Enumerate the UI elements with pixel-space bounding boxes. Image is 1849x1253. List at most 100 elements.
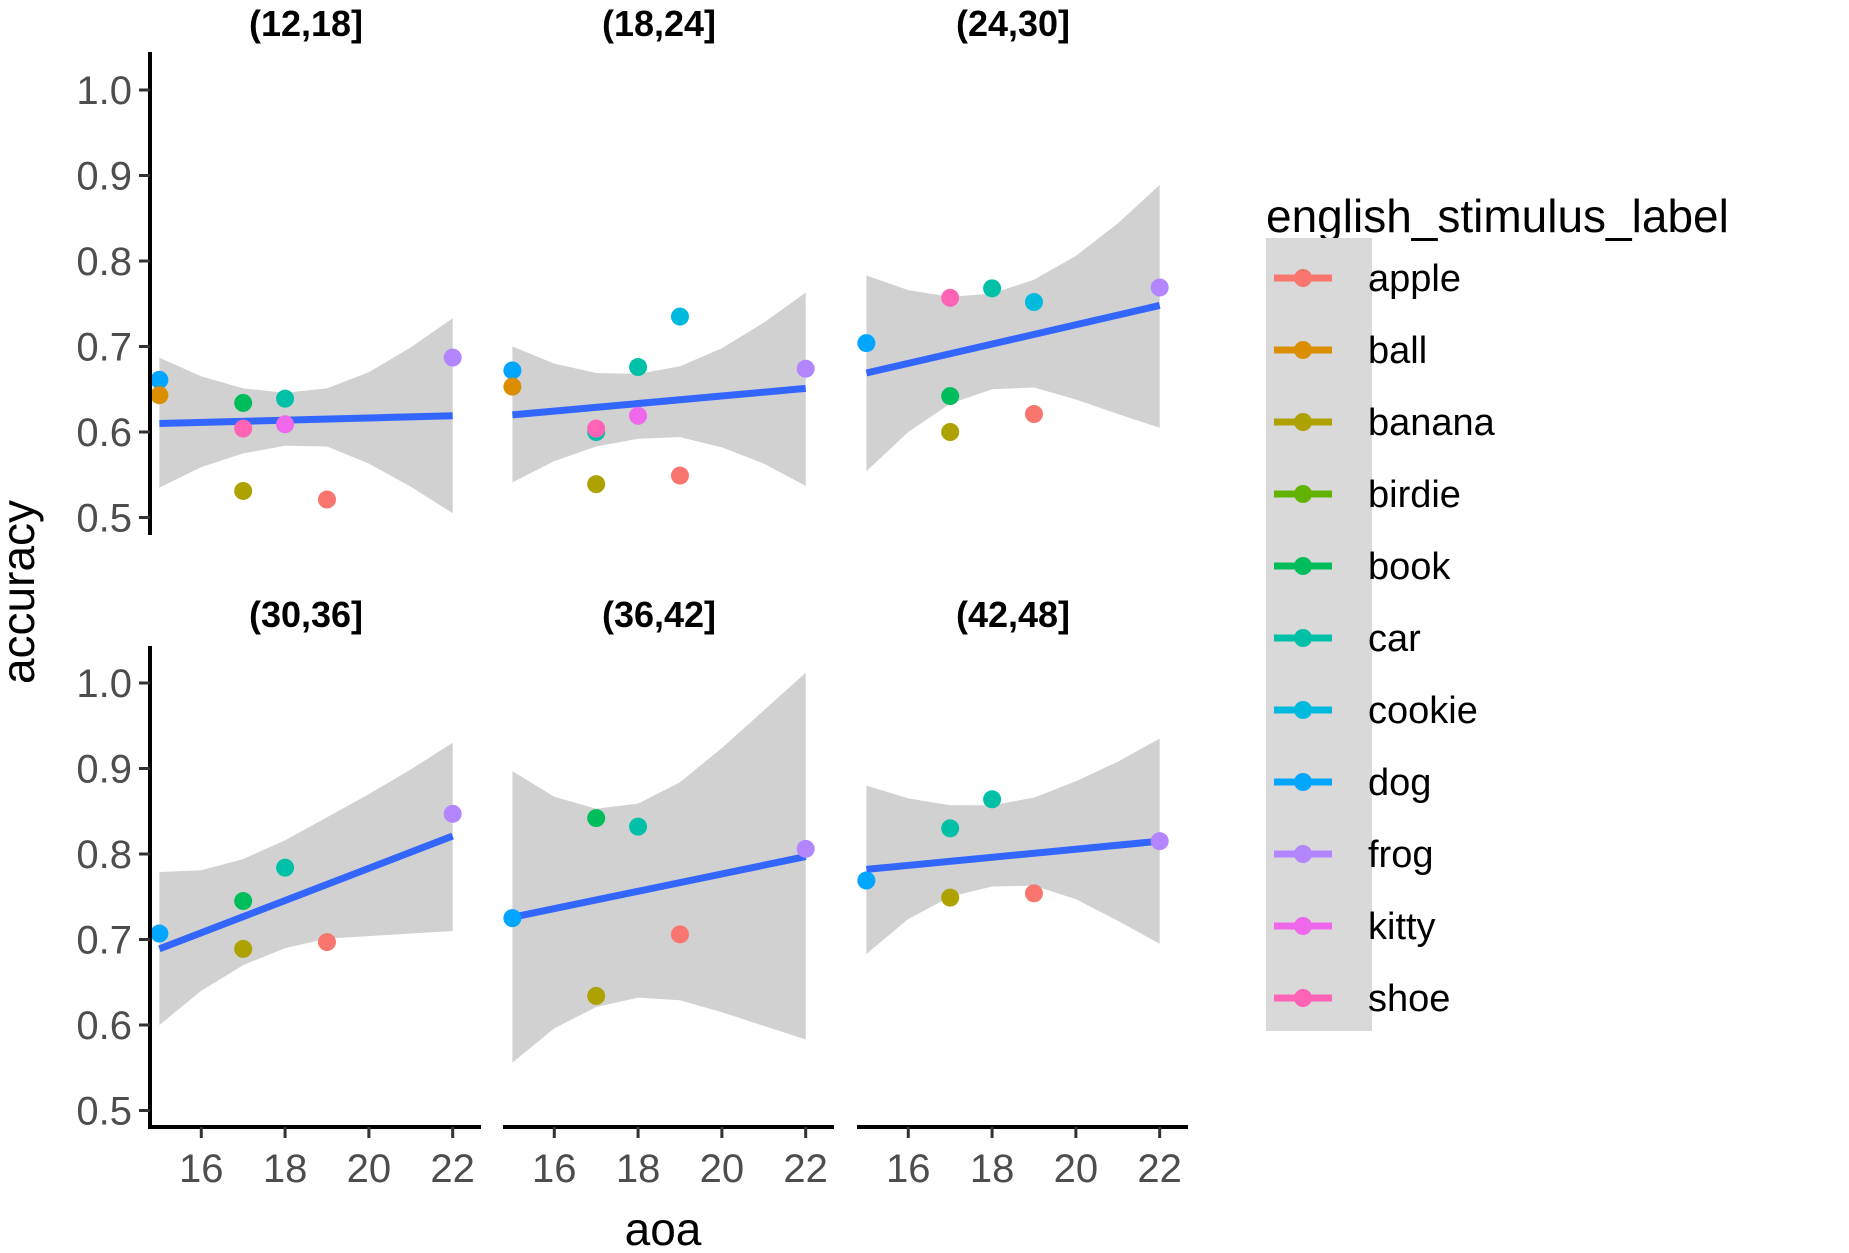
- data-point-banana: [941, 423, 960, 441]
- legend-key-point: [1294, 485, 1312, 503]
- legend-key-point: [1294, 341, 1312, 359]
- legend: english_stimulus_label apple ball banana bi…: [1266, 190, 1729, 1031]
- y-tick-label: 0.7: [76, 326, 132, 370]
- x-tick-label: 16: [532, 1147, 577, 1191]
- data-point-dog: [857, 871, 876, 890]
- facet-panel-6: (42,48]: [857, 594, 1169, 954]
- data-point-banana: [941, 888, 960, 907]
- facet-title: (12,18]: [249, 3, 363, 44]
- data-point-car: [941, 819, 960, 838]
- data-point-banana: [234, 481, 253, 500]
- confidence-ribbon: [159, 742, 453, 1025]
- legend-item-cookie: cookie: [1274, 690, 1478, 732]
- legend-label: kitty: [1368, 906, 1436, 948]
- facet-title: (24,30]: [956, 3, 1070, 44]
- data-point-book: [941, 387, 960, 406]
- data-point-car: [276, 389, 295, 408]
- legend-item-kitty: kitty: [1274, 906, 1436, 948]
- facet-panel-5: (36,42]: [503, 594, 815, 1063]
- legend-item-frog: frog: [1274, 834, 1433, 876]
- data-point-frog: [1150, 832, 1169, 851]
- data-point-apple: [670, 925, 689, 944]
- confidence-ribbon: [159, 318, 453, 514]
- data-point-car: [276, 858, 295, 877]
- data-point-book: [587, 809, 606, 828]
- data-point-cookie: [1024, 293, 1043, 312]
- legend-title: english_stimulus_label: [1266, 190, 1729, 242]
- data-point-banana: [234, 939, 253, 958]
- data-point-apple: [1024, 884, 1043, 903]
- data-point-frog: [443, 348, 462, 367]
- facet-panel-4: (30,36]: [150, 594, 462, 1025]
- data-point-car: [629, 358, 648, 377]
- facet-title: (18,24]: [602, 3, 716, 44]
- confidence-ribbon: [512, 292, 806, 486]
- x-axis-title: aoa: [625, 1203, 702, 1253]
- legend-label: shoe: [1368, 978, 1450, 1020]
- x-tick-label: 22: [430, 1147, 475, 1191]
- legend-label: ball: [1368, 330, 1427, 372]
- legend-label: banana: [1368, 402, 1496, 444]
- y-tick-label: 0.6: [76, 1004, 132, 1048]
- data-point-frog: [796, 839, 815, 858]
- legend-item-apple: apple: [1274, 258, 1461, 300]
- x-tick-label: 18: [970, 1147, 1015, 1191]
- legend-item-dog: dog: [1274, 762, 1431, 804]
- data-point-banana: [587, 475, 606, 494]
- data-point-dog: [503, 909, 522, 928]
- legend-key-point: [1294, 845, 1312, 863]
- data-point-ball: [150, 386, 169, 405]
- confidence-ribbon: [866, 738, 1160, 954]
- data-point-shoe: [234, 419, 253, 438]
- legend-key-point: [1294, 629, 1312, 647]
- facet-panels: (12,18] (18,24] (24,30] (30,36] (36,42] (42,4…: [150, 3, 1169, 1063]
- legend-item-ball: ball: [1274, 330, 1427, 372]
- x-tick-label: 18: [263, 1147, 308, 1191]
- data-point-banana: [587, 986, 606, 1005]
- legend-label: apple: [1368, 258, 1461, 300]
- legend-label: car: [1368, 618, 1421, 660]
- data-point-frog: [796, 359, 815, 378]
- axes: 0.5 0.6 0.7 0.8 0.9 1.0 16 18 20 22 0.5 0.6 0.7 0.8 0.…: [76, 52, 1188, 1191]
- data-point-frog: [443, 804, 462, 823]
- data-point-apple: [670, 466, 689, 485]
- regression-line: [866, 837, 1161, 873]
- legend-items: apple ball banana birdie book car cookie dog fro…: [1274, 258, 1496, 1020]
- legend-label: cookie: [1368, 690, 1478, 732]
- y-tick-label: 0.5: [76, 1090, 132, 1134]
- legend-item-car: car: [1274, 618, 1421, 660]
- data-point-dog: [150, 924, 169, 943]
- legend-label: book: [1368, 546, 1451, 588]
- x-tick-label: 16: [179, 1147, 224, 1191]
- data-point-apple: [1024, 405, 1043, 424]
- y-axis-title: accuracy: [0, 500, 44, 684]
- x-tick-label: 18: [616, 1147, 661, 1191]
- x-tick-label: 20: [347, 1147, 392, 1191]
- y-tick-label: 0.8: [76, 240, 132, 284]
- data-point-kitty: [629, 406, 648, 425]
- legend-item-birdie: birdie: [1274, 474, 1461, 516]
- legend-label: frog: [1368, 834, 1433, 876]
- y-tick-label: 0.9: [76, 748, 132, 792]
- y-tick-label: 0.6: [76, 411, 132, 455]
- y-tick-label: 1.0: [76, 662, 132, 706]
- x-tick-label: 16: [886, 1147, 931, 1191]
- facet-title: (36,42]: [602, 594, 716, 635]
- regression-line: [865, 302, 1161, 377]
- data-point-frog: [1150, 278, 1169, 297]
- data-point-car: [983, 279, 1002, 298]
- data-point-car: [629, 817, 648, 836]
- regression-line: [159, 412, 453, 427]
- legend-item-book: book: [1274, 546, 1451, 588]
- data-point-shoe: [587, 419, 606, 438]
- y-tick-label: 0.8: [76, 833, 132, 877]
- x-tick-label: 20: [700, 1147, 745, 1191]
- legend-key-point: [1294, 701, 1312, 719]
- x-tick-label: 22: [783, 1147, 828, 1191]
- legend-key-point: [1294, 989, 1312, 1007]
- x-tick-label: 22: [1137, 1147, 1182, 1191]
- data-point-cookie: [670, 307, 689, 326]
- facet-panel-2: (18,24]: [503, 3, 815, 494]
- confidence-ribbon: [866, 184, 1160, 472]
- data-point-apple: [317, 933, 336, 952]
